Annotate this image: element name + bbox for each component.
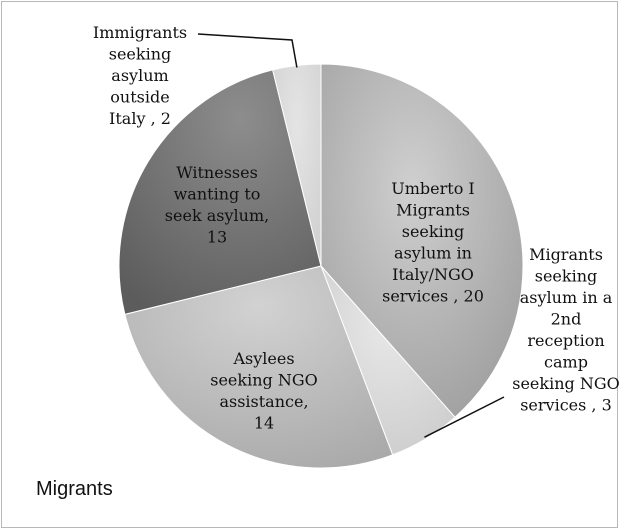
slice-label: Witnesses wanting to seek asylum, 13 bbox=[165, 163, 269, 247]
chart-title: Migrants bbox=[36, 478, 113, 500]
slice-label: Asylees seeking NGO assistance, 14 bbox=[210, 349, 318, 433]
leader-line bbox=[424, 396, 505, 438]
pie-slice bbox=[124, 265, 394, 469]
slice-label: Umberto I Migrants seeking asylum in Italy/N… bbox=[382, 179, 484, 306]
pie-slice bbox=[320, 63, 524, 418]
leader-line bbox=[197, 33, 298, 68]
pie-slice bbox=[118, 69, 322, 315]
slice-label: Migrants seeking asylum in a 2nd reception ca… bbox=[512, 245, 619, 415]
slice-label: Immigrants seeking asylum outside Italy , 2 bbox=[93, 23, 187, 128]
